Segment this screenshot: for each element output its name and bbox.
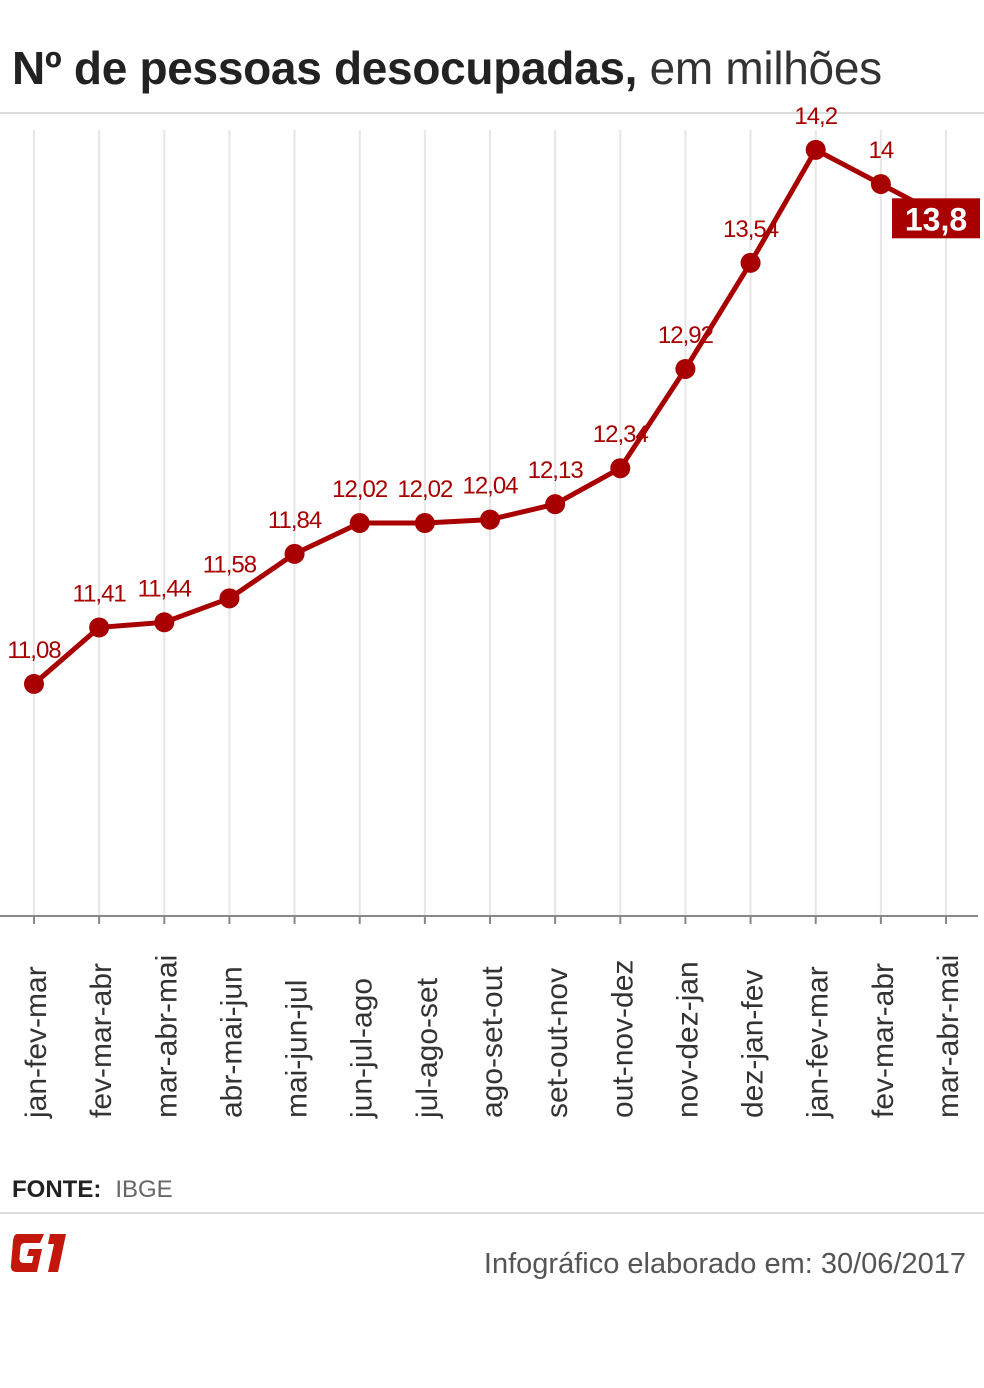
data-point <box>414 513 435 534</box>
x-tick-label: jan-fev-mar <box>20 966 53 1119</box>
data-point <box>870 174 891 195</box>
data-point <box>480 509 500 530</box>
data-label: 12,92 <box>658 322 714 349</box>
source-note: FONTE: IBGE <box>12 1172 173 1208</box>
chart-title-bold: Nº de pessoas desocupadas, <box>12 42 638 94</box>
x-tick-label: jun-jul-ago <box>346 978 379 1119</box>
data-label: 11,08 <box>7 637 61 664</box>
data-label: 14 <box>869 137 894 164</box>
data-label: 11,84 <box>268 507 322 534</box>
data-label: 12,02 <box>397 476 453 503</box>
x-tick-label: dez-jan-fev <box>737 970 770 1118</box>
data-point <box>219 588 240 609</box>
x-tick-label: set-out-nov <box>541 968 574 1118</box>
g1-logo-letter-g-icon <box>10 1234 44 1272</box>
source-value: IBGE <box>115 1176 173 1203</box>
data-label: 12,04 <box>462 473 518 500</box>
data-label: 12,13 <box>528 457 584 484</box>
data-point <box>24 673 44 694</box>
x-tick-label: abr-mai-jun <box>215 966 248 1118</box>
x-tick-label: jul-ago-set <box>411 977 444 1119</box>
g1-logo-digit-1-icon <box>48 1234 66 1272</box>
credit-text: Infográfico elaborado em: 30/06/2017 <box>483 1248 966 1280</box>
data-point <box>349 513 370 534</box>
source-label: FONTE: <box>12 1176 102 1203</box>
x-tick-label: mar-abr-mai <box>932 955 965 1118</box>
chart-title-unit: em milhões <box>637 42 883 94</box>
data-label: 12,34 <box>593 421 649 448</box>
g1-logo <box>10 1234 66 1272</box>
data-point <box>740 252 761 273</box>
header-divider <box>0 112 984 114</box>
data-label: 11,41 <box>73 580 127 607</box>
footer-divider <box>0 1212 984 1214</box>
x-tick-label: mar-abr-mai <box>150 955 183 1118</box>
data-label: 12,02 <box>332 476 388 503</box>
x-tick-label: nov-dez-jan <box>671 961 704 1118</box>
x-tick-label: mai-jun-jul <box>281 980 314 1118</box>
data-label: 11,44 <box>138 575 192 602</box>
x-tick-label: fev-mar-abr <box>867 963 900 1118</box>
data-point <box>154 612 175 633</box>
data-point <box>545 494 566 515</box>
highlight-value-box <box>892 198 980 239</box>
chart-title: Nº de pessoas desocupadas, em milhões <box>12 36 974 100</box>
x-tick-label: ago-set-out <box>476 966 509 1118</box>
data-label: 11,58 <box>203 551 257 578</box>
highlight-value-label: 13,8 <box>905 201 967 237</box>
data-point <box>610 458 631 479</box>
data-label: 14,2 <box>794 103 837 130</box>
data-point <box>675 358 696 379</box>
data-label: 13,54 <box>723 216 779 243</box>
x-tick-label: fev-mar-abr <box>85 963 118 1118</box>
data-point <box>284 543 305 564</box>
x-tick-label: jan-fev-mar <box>802 966 835 1119</box>
data-point <box>89 617 110 638</box>
line-chart: jan-fev-mar fev-mar-abr mar-abr-mai abr-mai… <box>0 103 980 1119</box>
data-point <box>805 139 826 160</box>
x-tick-label: out-nov-dez <box>606 960 639 1118</box>
